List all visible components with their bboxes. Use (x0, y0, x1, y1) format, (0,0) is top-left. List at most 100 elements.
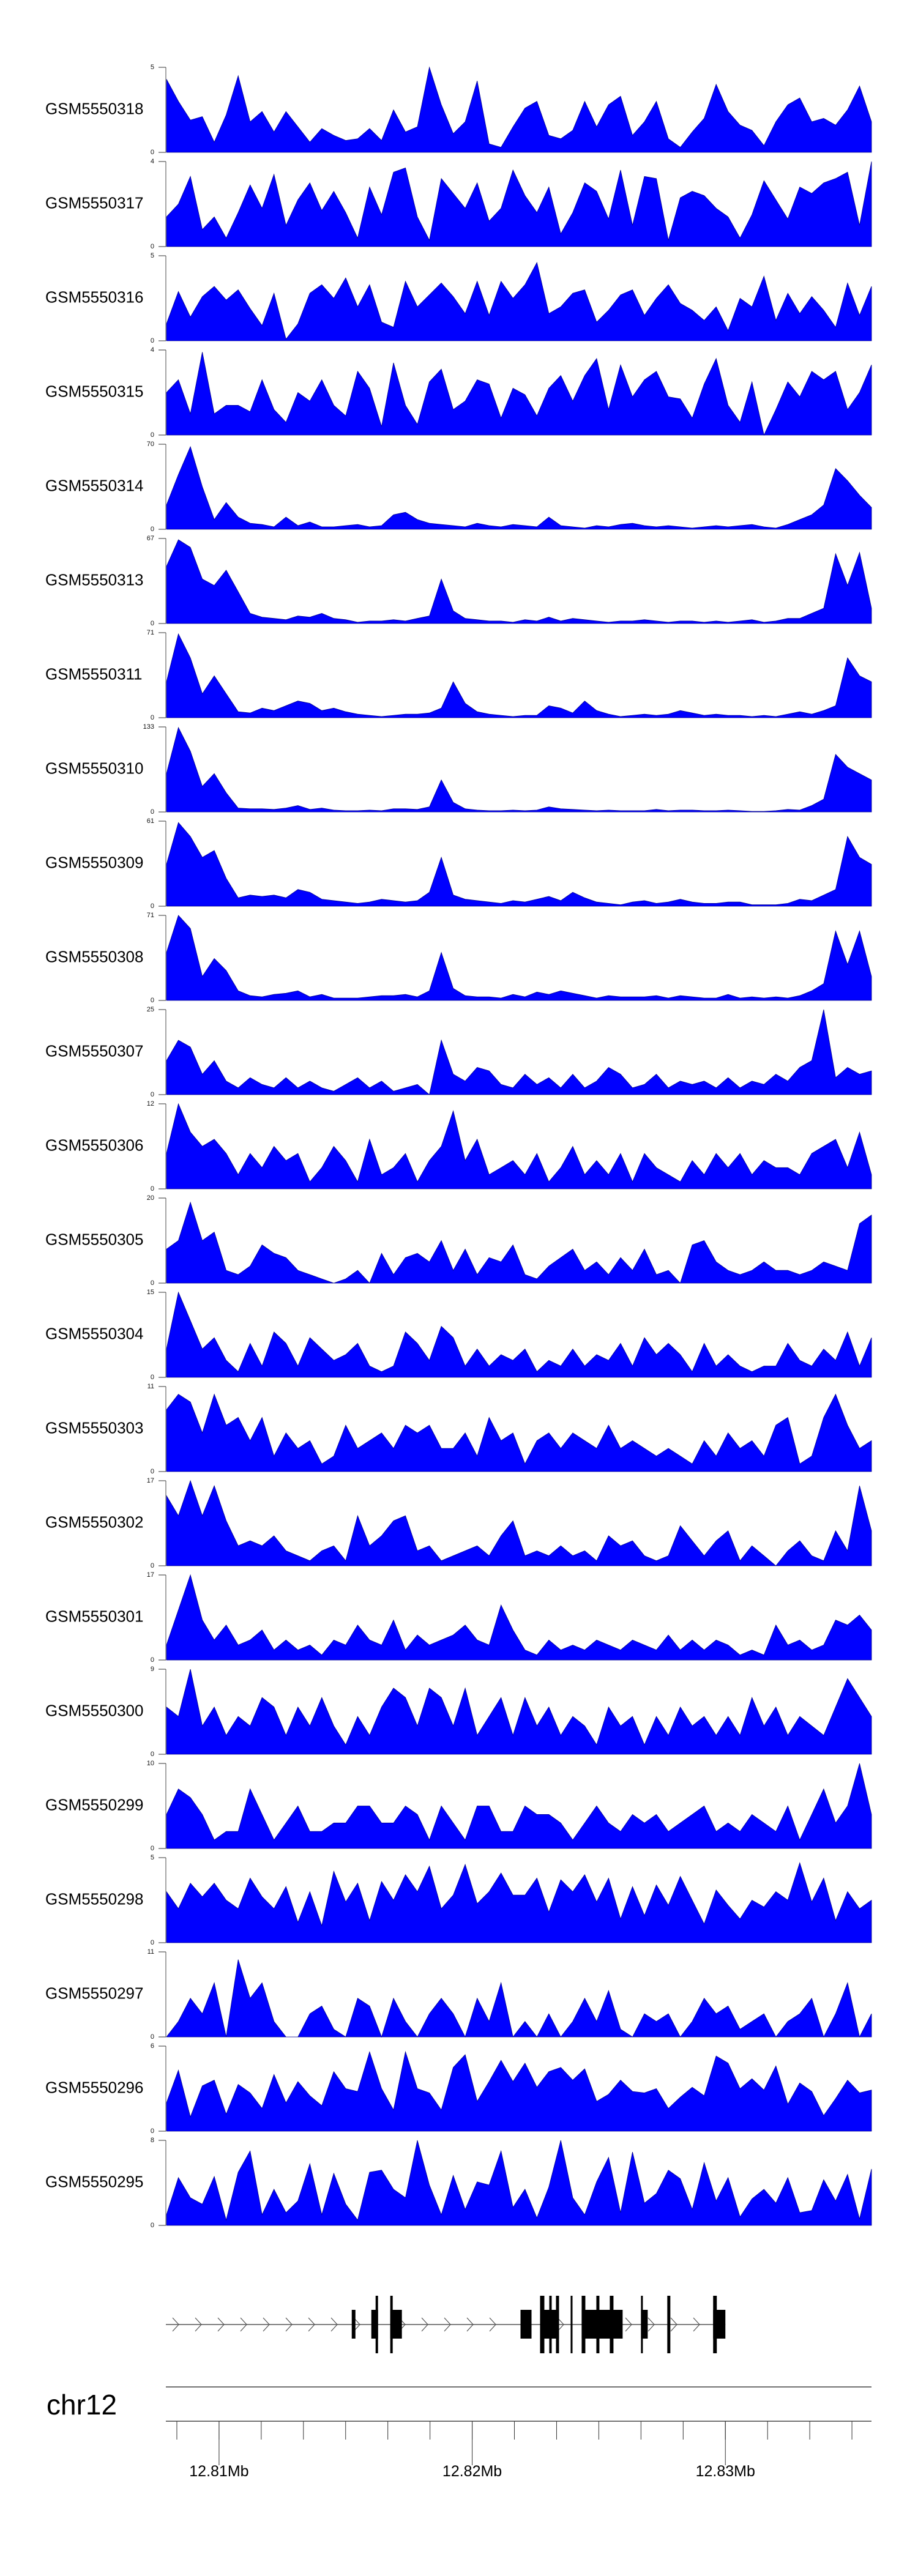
track-label: GSM5550305 (45, 1230, 143, 1248)
coverage-track: GSM5550316 5 0 (45, 252, 872, 344)
y-tick-label-max: 20 (147, 1194, 154, 1202)
y-tick-label-max: 5 (151, 252, 154, 259)
track-label: GSM5550298 (45, 1889, 143, 1908)
strand-arrow-icon (647, 2317, 655, 2332)
y-tick-label-max: 25 (147, 1006, 154, 1013)
strand-arrow-icon (353, 2317, 360, 2332)
strand-arrow-icon (240, 2317, 247, 2332)
y-tick-label-max: 15 (147, 1289, 154, 1296)
y-tick-label-max: 5 (151, 64, 154, 71)
coverage-area (166, 2050, 872, 2132)
track-label: GSM5550304 (45, 1324, 143, 1342)
coverage-track: GSM5550297 11 0 (45, 1948, 872, 2041)
exon-thin-block (549, 2296, 552, 2353)
exon-thin-block (667, 2296, 671, 2353)
track-label: GSM5550309 (45, 853, 143, 871)
y-tick-label-min: 0 (151, 243, 154, 250)
coverage-track: GSM5550298 5 0 (45, 1854, 872, 1946)
exon-thin-block (570, 2296, 573, 2353)
y-tick-label-min: 0 (151, 808, 154, 816)
strand-arrow-icon (330, 2317, 338, 2332)
strand-arrow-icon (444, 2317, 451, 2332)
coverage-area (166, 1574, 872, 1661)
y-tick-label-max: 133 (143, 723, 154, 731)
track-label: GSM5550310 (45, 759, 143, 777)
y-tick-label-min: 0 (151, 1939, 154, 1946)
coverage-area (166, 2140, 872, 2226)
y-tick-label-min: 0 (151, 431, 154, 439)
exon-thin-block (540, 2296, 545, 2353)
strand-arrow-icon (217, 2317, 225, 2332)
coverage-track: GSM5550309 61 0 (45, 817, 872, 910)
coverage-track: GSM5550303 11 0 (45, 1383, 872, 1475)
gene-model-track (166, 2296, 726, 2353)
y-tick-label-min: 0 (151, 526, 154, 533)
coverage-track: GSM5550305 20 0 (45, 1194, 872, 1287)
coverage-track: GSM5550300 9 0 (45, 1666, 872, 1758)
exon-thin-block (390, 2296, 393, 2353)
exon-thin-block (375, 2296, 378, 2353)
y-tick-label-min: 0 (151, 714, 154, 721)
coverage-area (166, 1201, 872, 1284)
strand-arrow-icon (466, 2317, 474, 2332)
strand-arrow-icon (308, 2317, 315, 2332)
y-tick-label-min: 0 (151, 1468, 154, 1475)
y-tick-label-min: 0 (151, 1279, 154, 1287)
exon-thin-block (641, 2296, 643, 2353)
track-label: GSM5550301 (45, 1607, 143, 1625)
coverage-area (166, 66, 872, 153)
coverage-area (166, 539, 872, 624)
exon-thin-block (556, 2296, 559, 2353)
coverage-track: GSM5550304 15 0 (45, 1289, 872, 1381)
coverage-track: GSM5550301 17 0 (45, 1571, 872, 1664)
strand-arrow-icon (172, 2317, 179, 2332)
coverage-track: GSM5550295 8 0 (45, 2137, 872, 2229)
track-label: GSM5550317 (45, 193, 143, 212)
track-label: GSM5550318 (45, 99, 143, 117)
track-label: GSM5550303 (45, 1418, 143, 1437)
y-tick-label-min: 0 (151, 620, 154, 627)
coverage-area (166, 633, 872, 718)
track-label: GSM5550315 (45, 382, 143, 400)
track-label: GSM5550302 (45, 1513, 143, 1531)
y-tick-label-min: 0 (151, 903, 154, 910)
y-tick-label-min: 0 (151, 1562, 154, 1569)
y-tick-label-max: 71 (147, 912, 154, 919)
y-tick-label-min: 0 (151, 1751, 154, 1758)
strand-arrow-icon (285, 2317, 293, 2332)
exon-block (371, 2310, 378, 2339)
coverage-area (166, 1480, 872, 1566)
y-tick-label-min: 0 (151, 1185, 154, 1193)
coverage-area (166, 161, 872, 247)
strand-arrow-icon (195, 2317, 202, 2332)
strand-arrow-icon (625, 2317, 632, 2332)
coverage-track: GSM5550299 10 0 (45, 1760, 872, 1852)
y-tick-label-max: 11 (147, 1948, 154, 1956)
strand-arrow-icon (557, 2317, 564, 2332)
y-tick-label-max: 6 (151, 2042, 154, 2050)
coverage-track: GSM5550307 25 0 (45, 1006, 872, 1098)
y-tick-label-max: 61 (147, 817, 154, 825)
coverage-track: GSM5550314 70 0 (45, 441, 872, 533)
track-label: GSM5550314 (45, 476, 143, 494)
coverage-area (166, 1763, 872, 1849)
strand-arrow-icon (421, 2317, 428, 2332)
strand-arrow-icon (670, 2317, 677, 2332)
coverage-area (166, 1009, 872, 1095)
strand-arrow-icon (489, 2317, 496, 2332)
exon-block (351, 2310, 356, 2339)
coverage-track: GSM5550311 71 0 (45, 629, 872, 721)
y-tick-label-max: 4 (151, 158, 154, 165)
track-label: GSM5550300 (45, 1701, 143, 1719)
track-label: GSM5550297 (45, 1984, 143, 2002)
coverage-track: GSM5550310 133 0 (45, 723, 872, 816)
track-label: GSM5550308 (45, 947, 143, 966)
coverage-track: GSM5550313 67 0 (45, 535, 872, 627)
y-tick-label-max: 8 (151, 2137, 154, 2144)
exon-block (390, 2310, 402, 2339)
coverage-track: GSM5550308 71 0 (45, 912, 872, 1004)
y-tick-label-min: 0 (151, 1374, 154, 1381)
y-tick-label-max: 12 (147, 1100, 154, 1107)
coverage-track: GSM5550296 6 0 (45, 2042, 872, 2135)
y-tick-label-min: 0 (151, 997, 154, 1004)
